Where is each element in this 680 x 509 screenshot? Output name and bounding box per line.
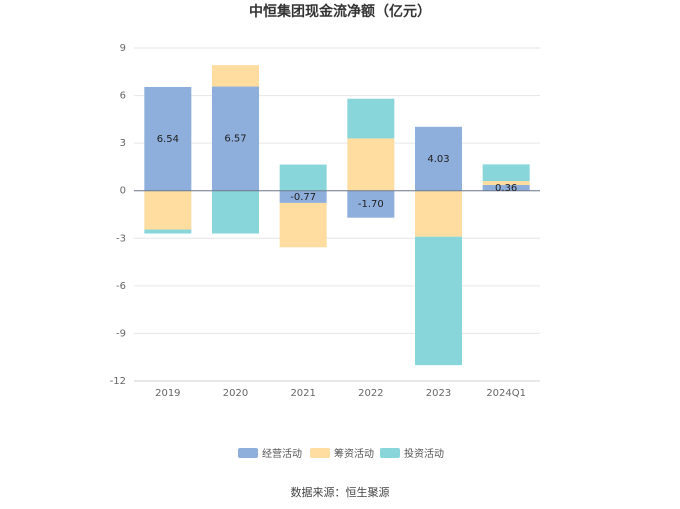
legend-label: 投资活动: [404, 447, 444, 460]
x-tick-label: 2021: [290, 388, 315, 399]
x-tick-label: 2024Q1: [486, 388, 526, 399]
legend: 经营活动 筹资活动 投资活动: [238, 447, 444, 460]
y-tick-label: 3: [120, 138, 126, 149]
chart-title: 中恒集团现金流净额（亿元）: [249, 3, 431, 20]
bars: [144, 65, 530, 366]
x-tick-label: 2020: [223, 388, 248, 399]
bar-经营活动-2019: [144, 87, 192, 191]
y-tick-label: -6: [116, 281, 126, 292]
x-tick-label: 2019: [155, 388, 180, 399]
y-tick-label: -3: [116, 233, 126, 244]
bar-经营活动-2020: [212, 86, 259, 191]
y-tick-label: -12: [110, 376, 126, 387]
legend-label: 经营活动: [262, 447, 302, 460]
y-tick-label: 0: [120, 186, 126, 197]
bar-投资活动-2020: [212, 190, 259, 234]
data-label: 4.03: [427, 154, 449, 165]
bar-经营活动-2024Q1: [482, 185, 530, 191]
bar-经营活动-2023: [415, 126, 462, 191]
data-label: 6.54: [157, 134, 179, 145]
data-label: -0.77: [290, 192, 316, 203]
y-tick-label: 9: [120, 43, 126, 54]
bar-投资活动-2023: [415, 236, 462, 366]
bar-投资活动-2019: [144, 229, 192, 234]
data-label: 6.57: [224, 134, 246, 145]
x-tick-label: 2023: [426, 388, 451, 399]
bar-筹资活动-2020: [212, 65, 259, 87]
gridlines: [134, 47, 540, 382]
bar-投资活动-2024Q1: [482, 164, 530, 182]
y-tick-label: -9: [116, 328, 126, 339]
y-axis: 9 6 3 0 -3 -6 -9 -12: [110, 43, 126, 387]
data-label: -1.70: [358, 199, 384, 210]
legend-swatch: [238, 448, 258, 458]
bar-经营活动-2021: [279, 190, 327, 203]
bar-筹资活动-2021: [279, 202, 327, 248]
bar-筹资活动-2023: [415, 190, 462, 237]
bar-经营活动-2022: [347, 190, 395, 218]
bar-投资活动-2022: [347, 98, 395, 139]
x-tick-label: 2022: [358, 388, 383, 399]
bar-筹资活动-2024Q1: [482, 181, 530, 186]
bar-投资活动-2021: [279, 164, 327, 191]
legend-swatch: [380, 448, 400, 458]
y-tick-label: 6: [120, 91, 126, 102]
legend-swatch: [310, 448, 330, 458]
bar-筹资活动-2019: [144, 190, 192, 230]
data-labels: 6.54 6.57 -0.77 -1.70 4.03 0.36: [157, 134, 518, 211]
source-note: 数据来源：恒生聚源: [291, 485, 390, 499]
x-axis: 2019 2020 2021 2022 2023 2024Q1: [134, 380, 540, 399]
bar-筹资活动-2022: [347, 138, 395, 191]
data-label: 0.36: [495, 183, 517, 194]
legend-label: 筹资活动: [334, 447, 374, 460]
